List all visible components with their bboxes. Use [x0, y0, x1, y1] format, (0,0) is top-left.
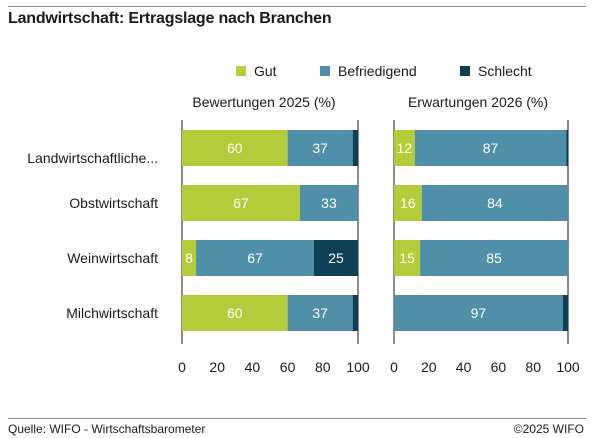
panel-1-tick-label-40: 40: [456, 359, 472, 375]
panel-title-bewertungen: Bewertungen 2025 (%): [192, 94, 336, 110]
bar-erwartungen-2026-weinwirtschaft-befriedigend: [420, 240, 568, 276]
data-label-bar-erwartungen-2026-obstwirtschaft-gut: 16: [400, 195, 416, 211]
bar-bewertungen-2025-milchwirtschaft-schlecht: [352, 295, 358, 331]
data-label-bar-erwartungen-2026-obstwirtschaft-befriedigend: 84: [487, 195, 503, 211]
panel-0-tick-label-80: 80: [315, 359, 331, 375]
panel-1-tick-label-0: 0: [390, 359, 398, 375]
panel-1-tick-label-20: 20: [421, 359, 437, 375]
data-label-bar-bewertungen-2025-milchwirtschaft-gut: 60: [227, 305, 243, 321]
legend-swatch-schlecht: [460, 66, 470, 76]
panel-1-tick-label-100: 100: [556, 359, 580, 375]
bar-bewertungen-2025-milchwirtschaft-gut: [182, 295, 288, 331]
bottom-rule: [8, 418, 586, 419]
bar-erwartungen-2026-obstwirtschaft-gut: [394, 185, 422, 221]
category-label-weinwirtschaft: Weinwirtschaft: [67, 250, 158, 266]
bar-bewertungen-2025-landwirtschaftliche-schlecht: [352, 130, 358, 166]
bar-bewertungen-2025-landwirtschaftliche-befriedigend: [287, 130, 353, 166]
panel-0-tick-label-0: 0: [178, 359, 186, 375]
data-label-bar-bewertungen-2025-landwirtschaftliche-befriedigend: 37: [312, 140, 328, 156]
chart-title: Landwirtschaft: Ertragslage nach Branche…: [8, 10, 332, 27]
legend-item-befriedigend: Befriedigend: [320, 62, 417, 80]
data-label-bar-bewertungen-2025-landwirtschaftliche-gut: 60: [227, 140, 243, 156]
panel-title-erwartungen: Erwartungen 2026 (%): [407, 94, 549, 110]
bar-erwartungen-2026-obstwirtschaft-befriedigend: [421, 185, 568, 221]
bar-bewertungen-2025-milchwirtschaft-befriedigend: [287, 295, 353, 331]
data-label-bar-bewertungen-2025-milchwirtschaft-befriedigend: 37: [312, 305, 328, 321]
data-label-bar-bewertungen-2025-obstwirtschaft-befriedigend: 33: [321, 195, 337, 211]
panel-1-tick-label-80: 80: [525, 359, 541, 375]
panel-0-tick-label-40: 40: [245, 359, 261, 375]
panel-0-tick-label-20: 20: [209, 359, 225, 375]
copyright-note: ©2025 WIFO: [513, 422, 584, 436]
panel-0-tick-label-100: 100: [346, 359, 370, 375]
data-label-bar-erwartungen-2026-milchwirtschaft-befriedigend: 97: [471, 305, 487, 321]
panel-1-tick-label-60: 60: [491, 359, 507, 375]
data-label-bar-bewertungen-2025-weinwirtschaft-gut: 8: [185, 250, 193, 266]
data-label-bar-erwartungen-2026-landwirtschaftliche-befriedigend: 87: [483, 140, 499, 156]
category-label-obstwirtschaft: Obstwirtschaft: [69, 195, 158, 211]
data-label-bar-bewertungen-2025-weinwirtschaft-befriedigend: 67: [247, 250, 263, 266]
data-label-bar-erwartungen-2026-weinwirtschaft-gut: 15: [399, 250, 415, 266]
category-label-landwirtschaft: Landwirtschaftliche...: [27, 150, 158, 166]
legend-swatch-befriedigend: [320, 66, 330, 76]
bar-bewertungen-2025-obstwirtschaft-befriedigend: [299, 185, 358, 221]
bar-erwartungen-2026-landwirtschaftliche-schlecht: [566, 130, 568, 166]
data-label-bar-erwartungen-2026-landwirtschaftliche-gut: 12: [397, 140, 413, 156]
bar-bewertungen-2025-weinwirtschaft-schlecht: [314, 240, 358, 276]
data-label-bar-bewertungen-2025-weinwirtschaft-schlecht: 25: [328, 250, 344, 266]
source-note: Quelle: WIFO - Wirtschaftsbarometer: [8, 422, 206, 436]
legend-item-schlecht: Schlecht: [460, 62, 532, 80]
bar-erwartungen-2026-weinwirtschaft-gut: [394, 240, 421, 276]
legend-label-befriedigend: Befriedigend: [338, 63, 417, 79]
bar-bewertungen-2025-obstwirtschaft-gut: [182, 185, 300, 221]
category-label-milchwirtschaft: Milchwirtschaft: [66, 305, 158, 321]
bar-bewertungen-2025-weinwirtschaft-befriedigend: [196, 240, 314, 276]
bar-bewertungen-2025-landwirtschaftliche-gut: [182, 130, 288, 166]
bar-bewertungen-2025-weinwirtschaft-gut: [182, 240, 197, 276]
legend-swatch-gut: [236, 66, 246, 76]
legend-label-schlecht: Schlecht: [478, 63, 532, 79]
bar-erwartungen-2026-milchwirtschaft-befriedigend: [394, 295, 563, 331]
data-label-bar-erwartungen-2026-weinwirtschaft-befriedigend: 85: [486, 250, 502, 266]
data-label-bar-bewertungen-2025-obstwirtschaft-gut: 67: [233, 195, 249, 211]
legend-label-gut: Gut: [254, 63, 277, 79]
bar-erwartungen-2026-milchwirtschaft-schlecht: [562, 295, 568, 331]
legend-item-gut: Gut: [236, 62, 277, 80]
panel-0-tick-label-60: 60: [280, 359, 296, 375]
bar-erwartungen-2026-landwirtschaftliche-befriedigend: [414, 130, 567, 166]
bar-erwartungen-2026-landwirtschaftliche-gut: [394, 130, 415, 166]
top-rule: [8, 6, 586, 7]
